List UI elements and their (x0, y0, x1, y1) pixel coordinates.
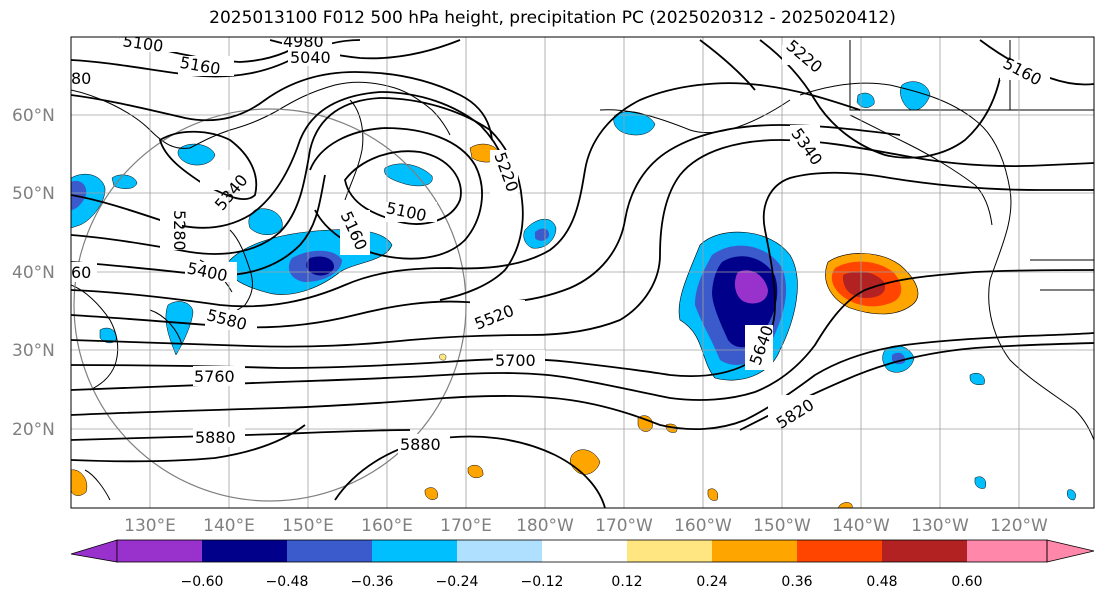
colorbar-tick-label: −0.12 (521, 574, 564, 590)
colorbar-tick-label: −0.36 (351, 574, 394, 590)
map-frame (70, 36, 1095, 509)
colorbar-extend-high (1046, 539, 1095, 563)
latitude-labels: 60°N 50°N 40°N 30°N 20°N (12, 106, 55, 440)
lat-label-60n: 60°N (12, 106, 55, 126)
lon-label: 170°W (595, 516, 653, 536)
contour-label: 80 (71, 69, 91, 88)
chart-title: 2025013100 F012 500 hPa height, precipit… (209, 8, 896, 28)
lon-label: 160°W (674, 516, 732, 536)
colorbar-segment (967, 540, 1047, 562)
colorbar-segment (797, 540, 882, 562)
lon-label: 130°E (124, 516, 176, 536)
colorbar-extend-low (70, 539, 118, 563)
colorbar-tick-label: 0.24 (696, 574, 727, 590)
colorbar-tick-label: 0.36 (781, 574, 812, 590)
colorbar (70, 539, 1095, 563)
colorbar-segment (372, 540, 457, 562)
colorbar-tick-label: −0.60 (181, 574, 224, 590)
lat-label-20n: 20°N (12, 420, 55, 440)
lon-label: 160°E (361, 516, 413, 536)
contour-label-group: 5100 5160 4980 5040 5220 5160 5340 5280 … (71, 31, 1050, 454)
contour-label: 5040 (290, 48, 331, 67)
lon-label: 140°E (203, 516, 255, 536)
contour-label: 5760 (194, 367, 235, 386)
colorbar-segment (627, 540, 712, 562)
lat-label-30n: 30°N (12, 341, 55, 361)
contour-label: 5880 (195, 428, 236, 447)
colorbar-segment (117, 540, 202, 562)
colorbar-ticks: −0.60 −0.48 −0.36 −0.24 −0.12 0.12 0.24 … (181, 574, 983, 590)
colorbar-tick-label: 0.12 (611, 574, 642, 590)
lon-label: 150°W (753, 516, 811, 536)
height-contours (71, 37, 1094, 508)
lon-label: 130°W (911, 516, 969, 536)
range-circle (73, 108, 467, 502)
lat-label-40n: 40°N (12, 263, 55, 283)
lat-label-50n: 50°N (12, 184, 55, 204)
colorbar-tick-label: 0.48 (866, 574, 897, 590)
lon-label: 140°W (832, 516, 890, 536)
contour-label: 5280 (170, 210, 189, 251)
contour-label: 4980 (283, 32, 324, 51)
colorbar-tick-label: 0.60 (951, 574, 982, 590)
contour-label: 60 (71, 263, 91, 282)
lon-label: 120°W (990, 516, 1048, 536)
lon-label: 180°W (516, 516, 574, 536)
lon-label: 150°E (282, 516, 334, 536)
colorbar-tick-label: −0.48 (266, 574, 309, 590)
colorbar-segment (457, 540, 542, 562)
contour-label: 5880 (400, 435, 441, 454)
colorbar-segment (712, 540, 797, 562)
lon-label: 170°E (440, 516, 492, 536)
contour-label: 5700 (495, 351, 536, 370)
contour-label: 5100 (122, 31, 165, 55)
colorbar-segment (882, 540, 967, 562)
colorbar-segment (202, 540, 287, 562)
colorbar-segment (542, 540, 627, 562)
colorbar-segment (287, 540, 372, 562)
colorbar-tick-label: −0.24 (436, 574, 479, 590)
longitude-labels: 130°E 140°E 150°E 160°E 170°E 180°W 170°… (124, 516, 1048, 536)
